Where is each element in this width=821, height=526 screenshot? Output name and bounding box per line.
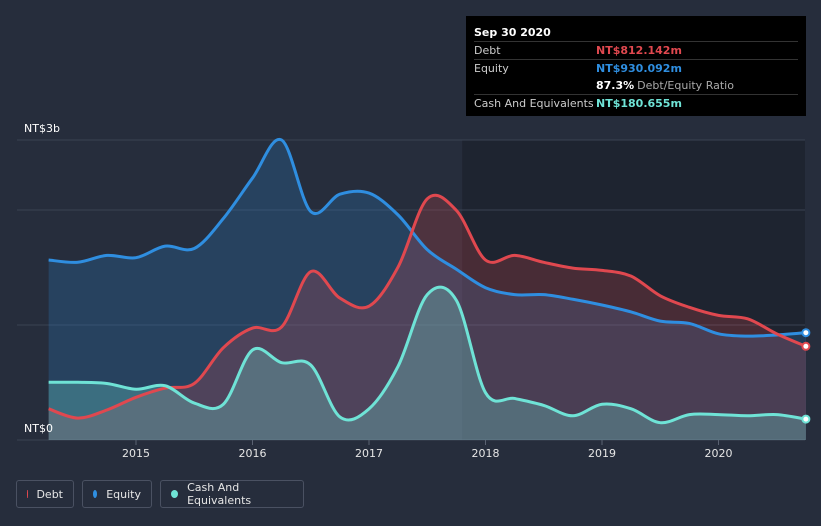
tooltip-date: Sep 30 2020 <box>474 26 551 39</box>
x-tick-label-2020: 2020 <box>705 447 733 460</box>
tooltip-ratio-suffix: Debt/Equity Ratio <box>637 79 734 92</box>
tooltip-row-equity: Equity NT$930.092m <box>474 59 798 77</box>
tooltip-row-cash: Cash And Equivalents NT$180.655m <box>474 94 798 112</box>
legend-debt-label: Debt <box>36 487 63 501</box>
tooltip-ratio-label <box>474 77 596 94</box>
tooltip-row-ratio: 87.3% Debt/Equity Ratio <box>474 77 798 94</box>
tooltip-panel: Sep 30 2020 Debt NT$812.142m Equity NT$9… <box>466 16 806 116</box>
legend-equity[interactable]: Equity <box>82 480 152 508</box>
tooltip-debt-value: NT$812.142m <box>596 44 682 57</box>
tooltip-equity-value: NT$930.092m <box>596 62 682 75</box>
cash-area <box>48 287 806 440</box>
tooltip-cash-value: NT$180.655m <box>596 97 682 110</box>
y-axis-top-label: NT$3b <box>24 122 60 135</box>
x-tick-label-2017: 2017 <box>355 447 383 460</box>
cash-endpoint <box>801 414 811 424</box>
legend-cash-label: Cash And Equivalents <box>187 481 252 507</box>
tooltip-row-debt: Debt NT$812.142m <box>474 41 798 59</box>
debt-line <box>48 193 807 420</box>
x-axis-ticks: 2015 2016 2017 2018 2019 2020 <box>122 440 733 460</box>
legend-equity-label: Equity <box>106 487 141 501</box>
tooltip-cash-label: Cash And Equivalents <box>474 97 594 110</box>
y-axis-bottom-label: NT$0 <box>24 422 53 435</box>
equity-line <box>48 137 806 338</box>
equity-endpoint <box>801 328 811 338</box>
tooltip-equity-label: Equity <box>474 62 509 75</box>
series-lines <box>48 137 807 425</box>
gridlines <box>17 139 805 441</box>
equity-dot-icon <box>93 490 98 498</box>
tooltip-debt-label: Debt <box>474 44 501 57</box>
debt-endpoint <box>801 341 811 351</box>
x-tick-label-2016: 2016 <box>239 447 267 460</box>
equity-area <box>48 139 806 440</box>
legend-debt[interactable]: Debt <box>16 480 74 508</box>
cash-line <box>48 285 807 425</box>
x-tick-label-2015: 2015 <box>122 447 150 460</box>
x-tick-label-2018: 2018 <box>472 447 500 460</box>
cash-dot-icon <box>171 490 179 498</box>
x-tick-label-2019: 2019 <box>588 447 616 460</box>
highlight-band <box>462 140 805 440</box>
series-endpoints <box>801 328 811 424</box>
tooltip-ratio-value: 87.3% <box>596 79 635 92</box>
legend-cash[interactable]: Cash And Equivalents <box>160 480 304 508</box>
